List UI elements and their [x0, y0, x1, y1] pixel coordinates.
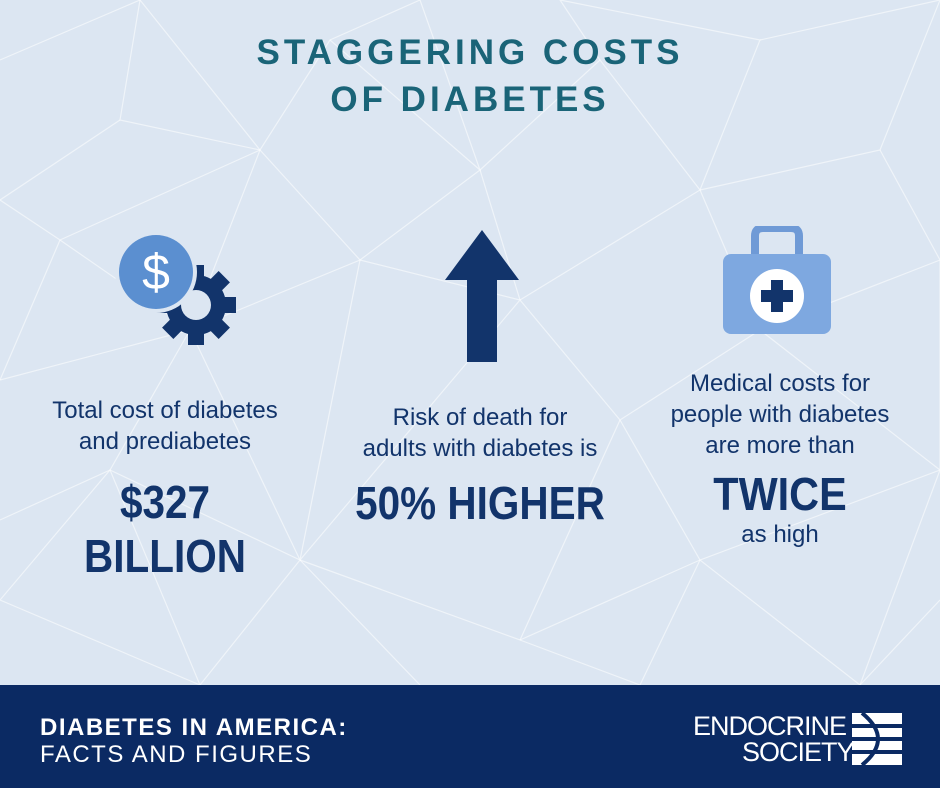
stat-1-line-2: and prediabetes [78, 428, 252, 455]
stat-1-line-1: Total cost of diabetes [52, 397, 278, 424]
up-arrow-icon [445, 230, 519, 362]
stat-3-line-1: Medical costs for [689, 370, 871, 397]
stat-2-line-2: adults with diabetes is [362, 435, 598, 462]
title-line-1: STAGGERING COSTS [256, 33, 684, 72]
footer-series-subtitle: FACTS AND FIGURES [40, 741, 313, 768]
stat-medical-costs: Medical costs for people with diabetes a… [640, 368, 920, 550]
logo-text-line-2: SOCIETY [742, 737, 855, 767]
stat-3-after: as high [741, 521, 819, 548]
stat-3-highlight: TWICE [713, 468, 847, 520]
title-line-2: OF DIABETES [330, 80, 610, 119]
stat-total-cost: Total cost of diabetes and prediabetes $… [20, 395, 310, 583]
footer-series-title: DIABETES IN AMERICA: [40, 714, 348, 741]
footer-bar: DIABETES IN AMERICA: FACTS AND FIGURES E… [0, 685, 940, 788]
dollar-gear-icon: $ [115, 231, 236, 345]
medical-kit-icon [723, 226, 831, 334]
stat-death-risk: Risk of death for adults with diabetes i… [330, 402, 630, 530]
stat-3-line-2: people with diabetes [670, 401, 890, 428]
stat-1-highlight: $327 BILLION [84, 476, 246, 582]
stat-2-highlight: 50% HIGHER [355, 477, 605, 529]
logo-text-line-1: ENDOCRINE [693, 711, 847, 741]
background-pattern [0, 0, 940, 685]
svg-text:$: $ [142, 244, 170, 300]
stat-2-line-1: Risk of death for [392, 404, 568, 431]
stat-3-line-3: are more than [705, 432, 855, 459]
endocrine-society-logo-icon [852, 713, 902, 765]
